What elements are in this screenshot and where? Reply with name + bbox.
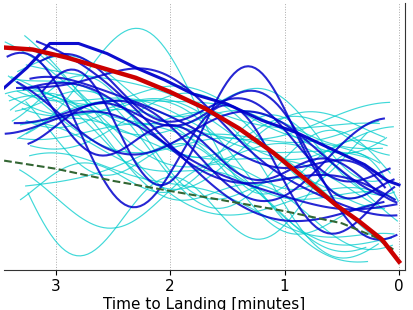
X-axis label: Time to Landing [minutes]: Time to Landing [minutes] [103,297,306,310]
